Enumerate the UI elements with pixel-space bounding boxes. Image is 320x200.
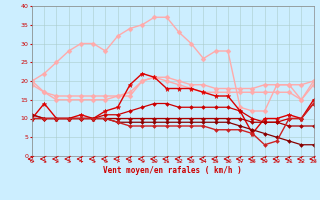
X-axis label: Vent moyen/en rafales ( km/h ): Vent moyen/en rafales ( km/h ) (103, 166, 242, 175)
